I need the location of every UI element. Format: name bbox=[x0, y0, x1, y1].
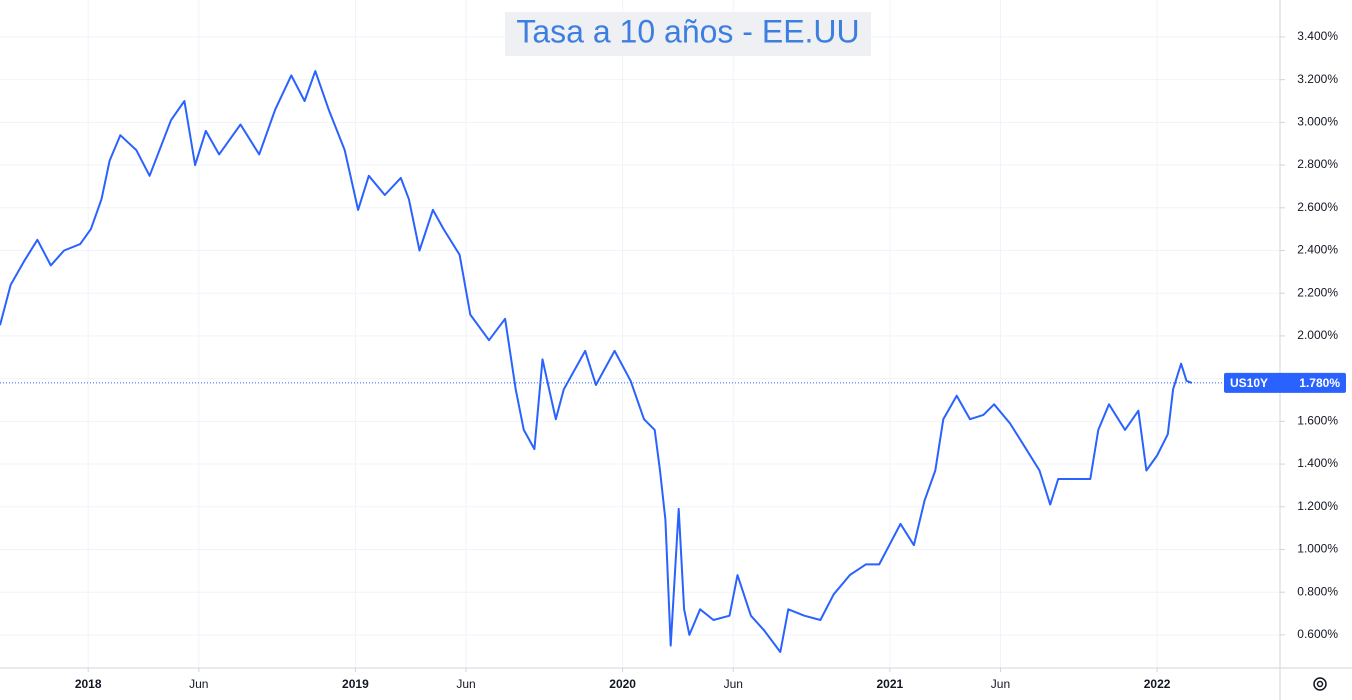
x-tick-label: 2019 bbox=[342, 677, 369, 691]
chart-title: Tasa a 10 años - EE.UU bbox=[516, 13, 859, 49]
y-tick-label: 3.200% bbox=[1297, 72, 1338, 86]
y-tick-label: 2.600% bbox=[1297, 200, 1338, 214]
y-tick-label: 3.400% bbox=[1297, 29, 1338, 43]
x-tick-label: 2021 bbox=[877, 677, 904, 691]
x-tick-label: Jun bbox=[991, 677, 1010, 691]
y-tick-label: 2.400% bbox=[1297, 243, 1338, 257]
last-value-badge bbox=[1224, 372, 1346, 393]
y-tick-label: 1.200% bbox=[1297, 499, 1338, 513]
line bbox=[0, 70, 1193, 653]
y-tick-label: 1.400% bbox=[1297, 456, 1338, 470]
x-tick-label: Jun bbox=[456, 677, 475, 691]
x-tick-label: 2020 bbox=[609, 677, 636, 691]
badge-value: 1.780% bbox=[1299, 376, 1340, 390]
y-tick-label: 1.000% bbox=[1297, 542, 1338, 556]
gear-hub[interactable] bbox=[1316, 680, 1324, 688]
gear[interactable] bbox=[1313, 677, 1327, 691]
x-tick-label: Jun bbox=[724, 677, 743, 691]
y-tick-label: 2.800% bbox=[1297, 157, 1338, 171]
settings-icon[interactable] bbox=[1313, 677, 1327, 691]
y-tick-label: 2.000% bbox=[1297, 328, 1338, 342]
y-tick-label: 3.000% bbox=[1297, 115, 1338, 129]
y-tick-label: 0.600% bbox=[1297, 627, 1338, 641]
y-tick-label: 0.800% bbox=[1297, 584, 1338, 598]
title-box bbox=[505, 12, 871, 56]
y-tick-label: 1.600% bbox=[1297, 414, 1338, 428]
y-tick-label: 2.200% bbox=[1297, 285, 1338, 299]
x-tick-label: 2018 bbox=[75, 677, 102, 691]
x-tick-label: 2022 bbox=[1144, 677, 1171, 691]
x-tick-label: Jun bbox=[189, 677, 208, 691]
badge-name: US10Y bbox=[1230, 376, 1268, 390]
